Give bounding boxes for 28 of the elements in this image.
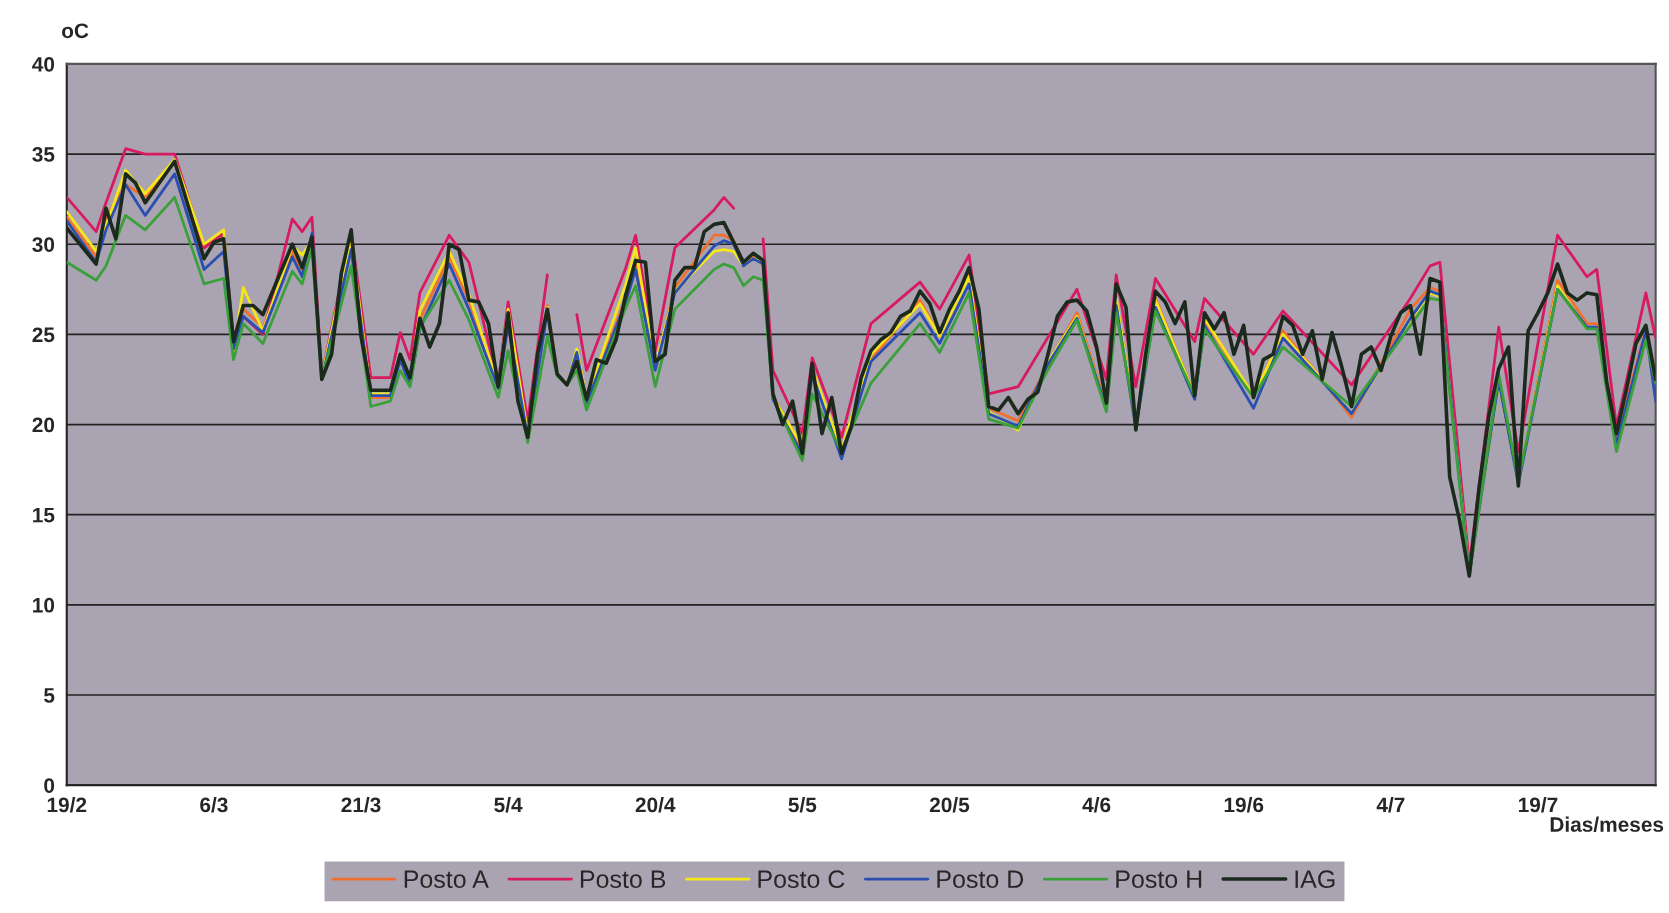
y-tick-label: 5 [44, 688, 55, 703]
x-axis-title: Dias/meses [1550, 816, 1664, 833]
legend-label: Posto A [404, 870, 489, 889]
y-tick-label: 30 [32, 237, 55, 253]
y-tick-label: 0 [44, 778, 55, 793]
x-tick-label: 19/6 [1224, 796, 1264, 813]
y-tick-label: 35 [32, 147, 55, 162]
x-tick-label: 20/5 [929, 796, 970, 813]
x-tick-label: 21/3 [341, 796, 381, 813]
x-tick-label: 19/2 [47, 796, 87, 813]
x-tick-label: 5/5 [788, 796, 817, 813]
x-tick-label: 19/7 [1518, 796, 1558, 813]
legend-label: Posto B [580, 870, 666, 889]
y-tick-label: 25 [32, 327, 55, 343]
legend-label: Posto D [937, 870, 1024, 889]
y-tick-label: 15 [33, 507, 55, 523]
legend-label: IAG [1295, 870, 1335, 889]
y-tick-label: 10 [33, 597, 55, 613]
x-tick-label: 6/3 [200, 796, 228, 813]
y-tick-label: 40 [32, 56, 55, 72]
legend-label: Posto C [758, 870, 845, 889]
x-tick-label: 5/4 [494, 796, 523, 813]
legend-label: Posto H [1116, 870, 1202, 889]
x-tick-label: 4/7 [1376, 796, 1405, 813]
x-tick-label: 20/4 [635, 796, 676, 813]
x-tick-label: 4/6 [1082, 796, 1111, 813]
y-tick-label: 20 [32, 417, 55, 433]
y-axis-title: oC [62, 23, 89, 39]
